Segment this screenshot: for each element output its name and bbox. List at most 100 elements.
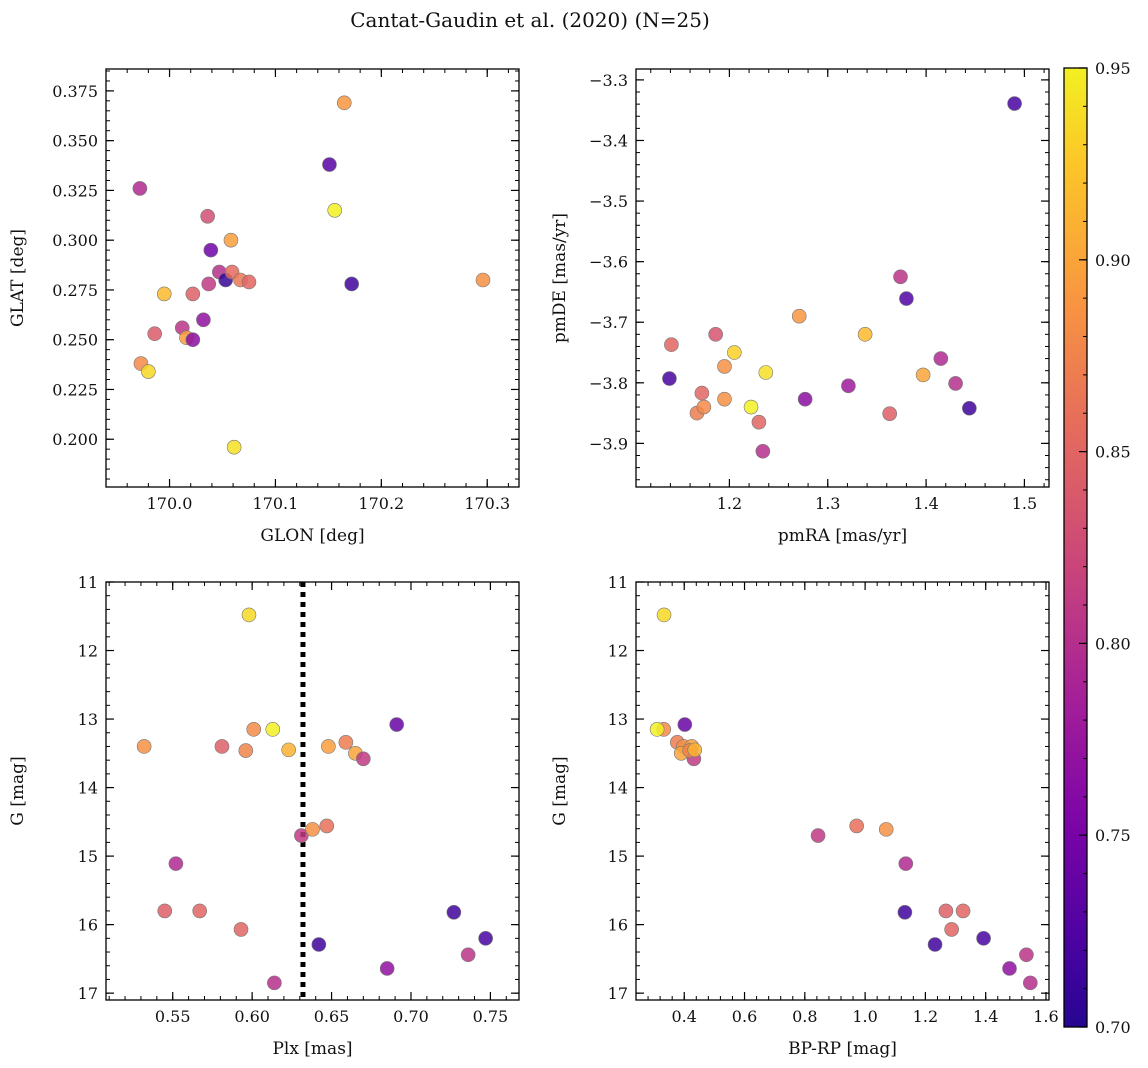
y-tick-label: 0.250 bbox=[52, 331, 98, 350]
x-tick-label: 1.3 bbox=[815, 494, 840, 513]
scatter-point bbox=[478, 931, 493, 946]
axes-frame bbox=[105, 68, 520, 488]
x-tick-label: 1.4 bbox=[973, 1007, 998, 1026]
x-axis-label: BP-RP [mag] bbox=[788, 1039, 897, 1059]
y-tick-label: 17 bbox=[608, 984, 628, 1003]
scatter-point bbox=[849, 818, 864, 834]
scatter-point bbox=[226, 439, 242, 455]
x-tick-label: 1.6 bbox=[1033, 1007, 1058, 1026]
scatter-point bbox=[338, 735, 354, 750]
scatter-point bbox=[475, 272, 491, 288]
y-tick-label: −3.4 bbox=[589, 131, 628, 150]
scatter-point bbox=[157, 903, 173, 919]
scatter-point bbox=[147, 326, 163, 342]
colorbar-frame bbox=[1063, 67, 1088, 1028]
scatter-point bbox=[743, 399, 759, 415]
scatter-point bbox=[241, 274, 257, 290]
panels: 170.0 170.1 170.2 170.3 0.200 0.225 0.250 0.275… bbox=[8, 68, 1059, 1059]
scatter-point bbox=[797, 391, 813, 407]
x-tick-label: 0.6 bbox=[732, 1007, 757, 1026]
scatter-point bbox=[933, 351, 949, 366]
scatter-point bbox=[656, 607, 672, 623]
scatter-point bbox=[201, 276, 217, 292]
scatter-point bbox=[1007, 96, 1022, 111]
scatter-point bbox=[460, 947, 476, 963]
x-tick-label: 0.70 bbox=[393, 1007, 429, 1026]
scatter-point bbox=[379, 961, 395, 976]
scatter-point bbox=[962, 400, 977, 416]
scatter-point bbox=[141, 364, 156, 379]
x-tick-label: 0.55 bbox=[155, 1007, 191, 1026]
y-tick-label: 0.375 bbox=[52, 82, 98, 101]
scatter-point bbox=[156, 286, 172, 302]
scatter-point bbox=[857, 327, 873, 342]
colorbar-gradient bbox=[1064, 68, 1087, 1027]
x-tick-label: 0.4 bbox=[672, 1007, 697, 1026]
y-tick-label: 12 bbox=[608, 642, 628, 661]
x-axis-label: pmRA [mas/yr] bbox=[778, 526, 907, 546]
panel-glon-glat: 170.0 170.1 170.2 170.3 0.200 0.225 0.250 0.275… bbox=[8, 68, 520, 546]
scatter-point bbox=[223, 232, 239, 248]
scatter-point bbox=[708, 327, 723, 342]
y-tick-label: 13 bbox=[608, 710, 628, 729]
scatter-point bbox=[203, 242, 219, 258]
x-tick-label: 170.2 bbox=[358, 494, 404, 513]
x-tick-label: 1.2 bbox=[717, 494, 742, 513]
scatter-point bbox=[294, 828, 309, 843]
scatter-point bbox=[755, 443, 771, 459]
y-tick-label: 15 bbox=[78, 847, 98, 866]
scatter-point bbox=[841, 378, 856, 394]
scatter-point bbox=[955, 903, 971, 919]
scatter-point bbox=[336, 95, 352, 111]
scatter-point bbox=[311, 937, 327, 952]
y-tick-label: 16 bbox=[78, 916, 98, 935]
y-tick-label: −3.6 bbox=[589, 253, 628, 272]
x-tick-label: 170.0 bbox=[147, 494, 193, 513]
x-tick-label: 1.5 bbox=[1012, 494, 1037, 513]
y-tick-label: 0.325 bbox=[52, 181, 98, 200]
y-tick-label: 15 bbox=[608, 847, 628, 866]
scatter-point bbox=[322, 157, 337, 172]
scatter-point bbox=[168, 856, 184, 871]
scatter-point bbox=[241, 607, 257, 623]
y-tick-label: 11 bbox=[78, 573, 98, 592]
y-tick-label: 12 bbox=[78, 642, 98, 661]
scatter-point bbox=[136, 739, 152, 754]
scatter-point bbox=[356, 751, 371, 767]
scatter-point bbox=[944, 922, 959, 937]
colorbar-tick-label: 0.85 bbox=[1095, 443, 1131, 462]
scatter-point bbox=[717, 391, 732, 407]
scatter-point bbox=[696, 399, 712, 415]
scatter-point bbox=[319, 818, 335, 834]
y-tick-label: −3.3 bbox=[589, 71, 628, 90]
scatter-point bbox=[1019, 947, 1034, 963]
panel-pmra-pmde: 1.2 1.3 1.4 1.5 −3.9 −3.8 −3.7 −3.6 −3.5 −3.4 −3.3… bbox=[550, 68, 1050, 546]
scatter-point bbox=[196, 312, 211, 328]
scatter-point bbox=[265, 722, 281, 737]
scatter-point bbox=[132, 181, 148, 196]
scatter-point bbox=[281, 742, 296, 758]
x-tick-label: 0.75 bbox=[473, 1007, 509, 1026]
scatter-point bbox=[238, 743, 254, 758]
figure-title: Cantat-Gaudin et al. (2020) (N=25) bbox=[350, 8, 710, 32]
scatter-point bbox=[233, 922, 249, 937]
y-tick-label: 14 bbox=[608, 779, 628, 798]
scatter-point bbox=[192, 903, 208, 919]
panel-plx-g: 0.55 0.60 0.65 0.70 0.75 11 12 13 14 15 16 17 Plx [m… bbox=[8, 573, 520, 1059]
colorbar-tick-label: 0.70 bbox=[1095, 1018, 1131, 1037]
axes-frame bbox=[105, 581, 520, 1001]
scatter-point bbox=[305, 822, 320, 837]
scatter-point bbox=[321, 739, 336, 754]
scatter-point bbox=[751, 414, 767, 430]
axes-frame bbox=[635, 581, 1050, 1001]
scatter-point bbox=[677, 717, 693, 732]
x-tick-label: 1.2 bbox=[913, 1007, 938, 1026]
x-tick-label: 170.1 bbox=[253, 494, 299, 513]
scatter-point bbox=[976, 931, 991, 946]
colorbar: 0.70 0.75 0.80 0.85 0.90 0.95 bbox=[1063, 59, 1131, 1037]
scatter-point bbox=[214, 739, 230, 754]
x-tick-label: 0.8 bbox=[792, 1007, 817, 1026]
scatter-point bbox=[717, 359, 732, 374]
scatter-point bbox=[810, 828, 826, 843]
